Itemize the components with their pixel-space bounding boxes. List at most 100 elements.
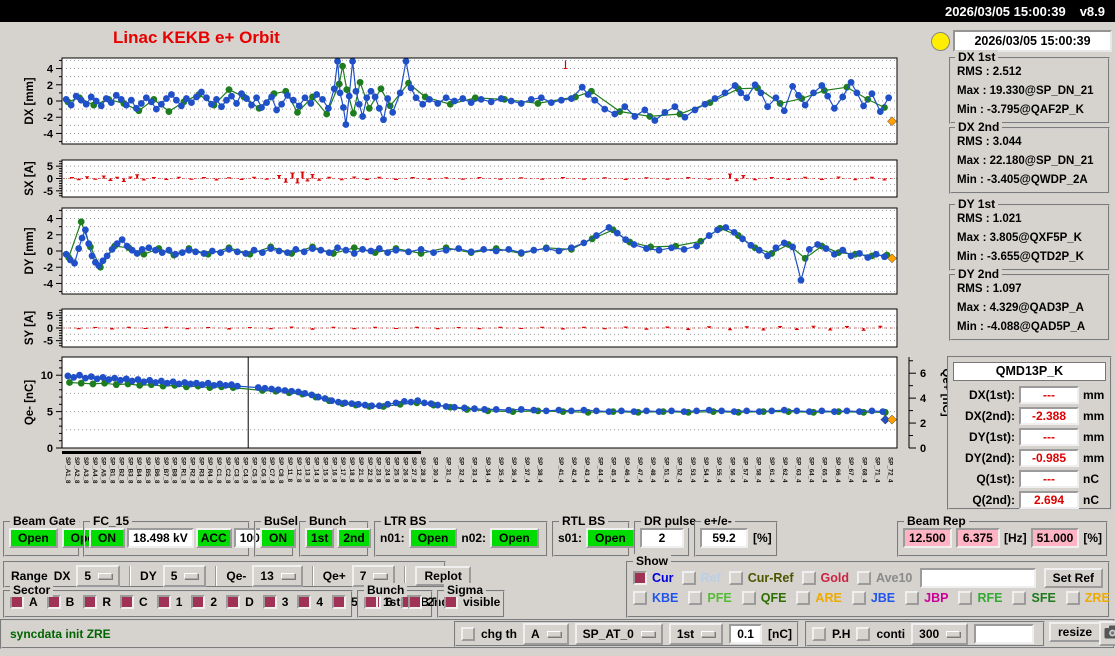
- bunch-2nd-button[interactable]: 2nd: [337, 528, 371, 548]
- sector-label[interactable]: C: [139, 595, 148, 609]
- show-checkbox-zre[interactable]: [1065, 591, 1080, 605]
- sector-item-c[interactable]: C: [120, 595, 148, 609]
- show-checkbox-gold[interactable]: [801, 571, 816, 585]
- show-checkbox-jbe[interactable]: [851, 591, 866, 605]
- sector-checkbox-1[interactable]: [156, 595, 171, 609]
- show-item-jbe[interactable]: JBE: [851, 591, 896, 605]
- sector-label[interactable]: 5: [351, 595, 358, 609]
- show-checkbox-are[interactable]: [796, 591, 811, 605]
- show-checkbox-sfe[interactable]: [1012, 591, 1027, 605]
- show-label[interactable]: QFE: [760, 591, 787, 605]
- sector-item-5[interactable]: 5: [332, 595, 358, 609]
- sector-checkbox-4[interactable]: [297, 595, 312, 609]
- conti-checkbox[interactable]: [856, 627, 871, 641]
- screenshot-button[interactable]: [1099, 621, 1115, 646]
- show-item-sfe[interactable]: SFE: [1012, 591, 1056, 605]
- sector-checkbox-c[interactable]: [120, 595, 135, 609]
- sector-checkbox-2[interactable]: [191, 595, 206, 609]
- ref-name-input[interactable]: [920, 568, 1036, 588]
- show-label[interactable]: Gold: [820, 571, 849, 585]
- sector-label[interactable]: 3: [281, 595, 289, 609]
- show-item-pfe[interactable]: PFE: [688, 591, 732, 605]
- sector-item-a[interactable]: A: [10, 595, 38, 609]
- show-checkbox-rfe[interactable]: [958, 591, 973, 605]
- replot-button[interactable]: Replot: [415, 566, 471, 586]
- sector-label[interactable]: 1: [175, 595, 183, 609]
- show-item-are[interactable]: ARE: [796, 591, 842, 605]
- fc15-kv-field[interactable]: 18.498 kV: [127, 528, 194, 548]
- sector-item-2[interactable]: 2: [191, 595, 217, 609]
- show-item-qfe[interactable]: QFE: [741, 591, 787, 605]
- sector-label[interactable]: 6: [385, 595, 393, 609]
- sector-label[interactable]: 2: [210, 595, 218, 609]
- fc15-acc-button[interactable]: ACC: [195, 528, 232, 548]
- show-label[interactable]: Ave10: [876, 571, 913, 585]
- ltr-n01-open-button[interactable]: Open: [408, 528, 458, 548]
- bunch-view-item-1st[interactable]: 1st: [364, 595, 400, 609]
- show-label[interactable]: Cur-Ref: [747, 571, 794, 585]
- show-item-kbe[interactable]: KBE: [633, 591, 678, 605]
- show-label[interactable]: SFE: [1031, 591, 1056, 605]
- fc15-on-button[interactable]: ON: [89, 528, 125, 548]
- show-label[interactable]: RFE: [977, 591, 1003, 605]
- ltr-n02-open-button[interactable]: Open: [490, 528, 539, 548]
- ph-checkbox[interactable]: [812, 627, 826, 641]
- threshold-field[interactable]: 0.1: [729, 624, 762, 644]
- sector-a-dropdown[interactable]: A: [523, 623, 569, 645]
- sector-item-3[interactable]: 3: [262, 595, 289, 609]
- count-field[interactable]: [974, 624, 1035, 644]
- dr-pulse-field[interactable]: 2: [640, 528, 684, 548]
- chg-th-checkbox[interactable]: [461, 627, 475, 641]
- show-label[interactable]: KBE: [652, 591, 679, 605]
- bunch-view-label[interactable]: 1st: [383, 595, 401, 609]
- eratio-field[interactable]: 59.2: [700, 528, 748, 548]
- sector-label[interactable]: D: [245, 595, 254, 609]
- sp-at-dropdown[interactable]: SP_AT_0: [574, 623, 663, 645]
- bpm-name-field[interactable]: QMD13P_K: [953, 362, 1106, 381]
- show-checkbox-jbp[interactable]: [905, 591, 920, 605]
- resize-button[interactable]: resize: [1049, 622, 1102, 642]
- sigma-checkbox-visible[interactable]: [444, 595, 458, 609]
- show-item-cur[interactable]: Cur: [633, 571, 674, 585]
- rtl-s01-open-button[interactable]: Open: [586, 528, 635, 548]
- show-item-ref[interactable]: Ref: [681, 571, 721, 585]
- sector-item-4[interactable]: 4: [297, 595, 323, 609]
- show-item-ave10[interactable]: Ave10: [857, 571, 912, 585]
- show-checkbox-ref[interactable]: [681, 571, 696, 585]
- sector-checkbox-3[interactable]: [262, 595, 277, 609]
- sector-item-d[interactable]: D: [226, 595, 254, 609]
- show-checkbox-curref[interactable]: [728, 571, 743, 585]
- show-item-curref[interactable]: Cur-Ref: [728, 571, 794, 585]
- show-item-rfe[interactable]: RFE: [958, 591, 1002, 605]
- show-item-zre[interactable]: ZRE: [1065, 591, 1110, 605]
- bunch-1st-button[interactable]: 1st: [305, 528, 335, 548]
- sector-checkbox-a[interactable]: [10, 595, 24, 609]
- show-checkbox-ave10[interactable]: [857, 571, 871, 585]
- set-ref-button[interactable]: Set Ref: [1043, 568, 1103, 588]
- show-checkbox-pfe[interactable]: [688, 591, 703, 605]
- sector-item-1[interactable]: 1: [156, 595, 183, 609]
- sector-label[interactable]: B: [65, 595, 75, 609]
- show-label[interactable]: JBE: [870, 591, 896, 605]
- sector-item-b[interactable]: B: [46, 595, 75, 609]
- range-qem-dropdown[interactable]: 13: [252, 565, 303, 587]
- sector-checkbox-5[interactable]: [332, 595, 347, 609]
- sector-label[interactable]: 4: [316, 595, 324, 609]
- bunch-1st-dropdown[interactable]: 1st: [668, 623, 724, 645]
- beam-gate-open-1-button[interactable]: Open: [9, 528, 58, 548]
- bunch-view-checkbox-2nd[interactable]: [408, 595, 423, 609]
- show-label[interactable]: Cur: [652, 571, 674, 585]
- bunch-view-checkbox-1st[interactable]: [364, 595, 378, 609]
- range-dy-dropdown[interactable]: 5: [162, 565, 207, 587]
- show-checkbox-cur[interactable]: [633, 571, 647, 585]
- show-label[interactable]: JBP: [924, 591, 949, 605]
- sigma-item-visible[interactable]: visible: [444, 595, 500, 609]
- interval-dropdown[interactable]: 300: [911, 623, 969, 645]
- sector-checkbox-r[interactable]: [83, 595, 98, 609]
- sector-item-r[interactable]: R: [83, 595, 111, 609]
- show-item-gold[interactable]: Gold: [801, 571, 849, 585]
- sector-checkbox-d[interactable]: [226, 595, 241, 609]
- show-checkbox-qfe[interactable]: [741, 591, 756, 605]
- sector-label[interactable]: A: [29, 595, 38, 609]
- show-label[interactable]: ZRE: [1084, 591, 1110, 605]
